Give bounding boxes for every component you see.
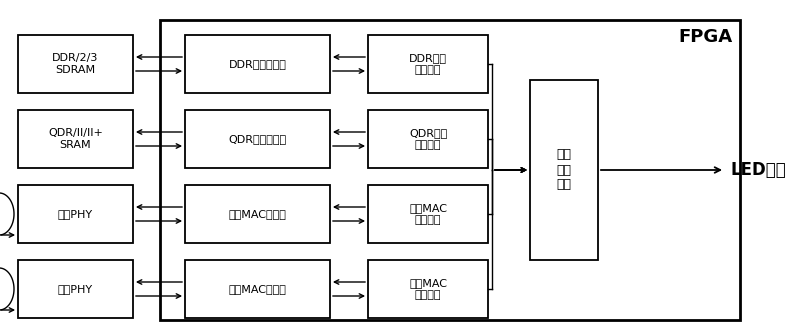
Bar bbox=[185, 35, 330, 93]
Bar bbox=[18, 185, 133, 243]
Text: QDR内存
检测模块: QDR内存 检测模块 bbox=[409, 128, 447, 150]
Text: 万兆PHY: 万兆PHY bbox=[58, 284, 93, 294]
Text: 千兆PHY: 千兆PHY bbox=[58, 209, 93, 219]
Text: DDR内存
检测模块: DDR内存 检测模块 bbox=[409, 53, 447, 75]
Text: 千兆MAC控制器: 千兆MAC控制器 bbox=[229, 209, 286, 219]
Bar bbox=[368, 110, 488, 168]
Bar bbox=[368, 260, 488, 318]
Text: QDR内存控制器: QDR内存控制器 bbox=[229, 134, 286, 144]
Bar bbox=[368, 35, 488, 93]
Bar bbox=[185, 110, 330, 168]
Bar bbox=[18, 110, 133, 168]
Text: DDR内存控制器: DDR内存控制器 bbox=[229, 59, 286, 69]
Bar bbox=[368, 185, 488, 243]
Bar bbox=[185, 260, 330, 318]
Text: 万兆MAC
检测模块: 万兆MAC 检测模块 bbox=[409, 278, 447, 300]
Bar bbox=[18, 35, 133, 93]
Text: FPGA: FPGA bbox=[678, 28, 732, 46]
Text: 千兆MAC
检测模块: 千兆MAC 检测模块 bbox=[409, 203, 447, 225]
Text: DDR/2/3
SDRAM: DDR/2/3 SDRAM bbox=[52, 53, 98, 75]
Text: 万兆MAC控制器: 万兆MAC控制器 bbox=[229, 284, 286, 294]
Bar bbox=[530, 80, 598, 260]
Text: 结果
汇总
模块: 结果 汇总 模块 bbox=[557, 148, 571, 192]
Bar bbox=[160, 20, 740, 320]
Text: LED显示: LED显示 bbox=[730, 161, 786, 179]
Bar bbox=[185, 185, 330, 243]
Bar bbox=[18, 260, 133, 318]
Text: QDR/II/II+
SRAM: QDR/II/II+ SRAM bbox=[48, 128, 103, 150]
